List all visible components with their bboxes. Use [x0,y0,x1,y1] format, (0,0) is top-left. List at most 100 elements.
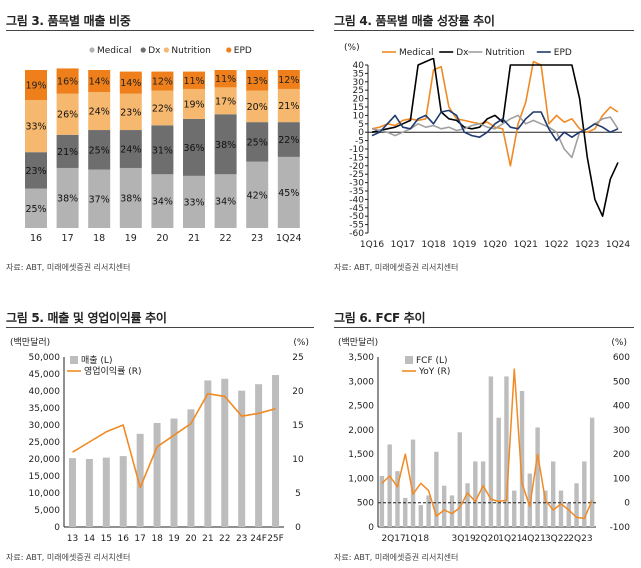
y-tick-label: 5 [358,120,364,130]
y-tick-label: 20,000 [29,455,61,465]
revenue-bar [272,375,280,527]
x-tick-label: 17 [134,534,145,544]
y-tick-label: 0 [358,128,364,138]
bar-segment [56,93,79,135]
right-axis-unit: (%) [611,338,627,348]
data-label: 25% [89,145,110,156]
bar-segment [119,93,142,131]
x-tick-label: 1Q17 [391,240,415,250]
y-tick-label: -20 [349,162,364,172]
fcf-bar [403,497,408,527]
bar-segment [214,174,237,228]
y-tick-label: -30 [349,179,364,189]
x-tick-label: 23 [236,534,247,544]
data-label: 36% [183,143,204,154]
bar-segment [25,70,47,101]
y-tick-label: -25 [349,170,364,180]
bar-segment [183,71,205,89]
chart-title: 그림 4. 품목별 매출 성장률 추이 [334,14,495,28]
fcf-bar [480,461,486,527]
y-tick-label: 3,500 [348,353,374,363]
y2-tick-label: 25 [292,353,303,363]
title-divider [334,30,634,31]
fcf-bar [434,451,439,527]
x-tick-label: 3Q22 [545,534,569,544]
y-tick-label: 500 [357,499,374,509]
revenue-bar [102,457,110,527]
fcf-bar [387,444,392,527]
bar-segment [151,71,174,91]
legend-label: Dx [148,46,161,56]
y2-tick-label: 15 [292,421,303,431]
source-note: 자료: ABT, 미래에셋증권 리서치센터 [334,553,459,562]
legend-swatch [226,47,232,53]
yoy-line [381,368,593,520]
y-tick-label: -10 [349,145,364,155]
y2-tick-label: 5 [295,489,301,499]
bar-segment [183,88,205,119]
fcf-bar [589,417,595,527]
fcf-bar [512,490,517,527]
left-axis-unit: (백만달러) [10,336,50,348]
y-tick-label: 50,000 [29,353,61,363]
bar-segment [119,71,142,94]
x-tick-label: 1Q16 [360,240,385,250]
legend-swatch [89,47,95,53]
x-tick-label: 2Q23 [568,534,592,544]
data-label: 24% [89,107,110,118]
x-tick-label: 2Q20 [475,534,500,544]
data-label: 11% [183,76,204,87]
bar-segment [88,92,111,131]
data-label: 42% [247,190,268,201]
x-tick-label: 1Q24 [276,233,302,244]
x-tick-label: 3Q19 [452,534,477,544]
fcf-bar [582,461,587,527]
source-note: 자료: ABT, 미래에셋증권 리서치센터 [6,263,131,272]
y2-tick-label: 20 [292,387,304,397]
bar-segment [119,167,142,228]
y-tick-label: -55 [349,221,364,231]
y-tick-label: 1,000 [348,474,374,484]
fcf-bar [410,439,416,527]
data-label: 38% [215,140,236,151]
legend-swatch [140,47,146,53]
data-label: 16% [57,77,78,88]
y-tick-label: -60 [349,229,364,239]
legend-label: Medical [399,48,433,58]
data-label: 26% [57,110,78,121]
revenue-bar [204,380,212,527]
data-label: 38% [57,193,78,204]
x-tick-label: 1Q23 [575,240,599,250]
left-axis-unit: (백만달러) [338,336,378,348]
y2-tick-label: 10 [292,455,304,465]
chart-title: 그림 6. FCF 추이 [334,311,426,325]
bar-segment [214,114,237,175]
y-tick-label: 15,000 [29,472,61,482]
bar-segment [277,122,300,157]
bar-segment [214,70,237,88]
x-tick-label: 1Q19 [452,240,477,250]
legend-label: Nutrition [171,46,210,56]
revenue-bar [119,456,127,527]
bar-segment [246,90,269,123]
bar-segment [214,87,237,115]
fcf-bar [426,495,431,527]
bar-segment [25,188,47,228]
legend-label: FCF (L) [416,356,448,366]
fcf-bar [449,495,455,527]
x-tick-label: 1Q21 [514,240,538,250]
legend-label: EPD [234,46,252,56]
x-tick-label: 18 [151,534,163,544]
bar-segment [56,134,79,168]
margin-line [72,392,276,489]
y-tick-label: -5 [355,137,364,147]
x-tick-label: 19 [125,233,137,244]
bar-segment [277,88,300,123]
x-tick-label: 21 [202,534,213,544]
data-label: 14% [120,78,141,89]
y2-tick-label: 500 [613,377,630,387]
legend-swatch [405,356,413,364]
fcf-bar [558,490,564,527]
x-tick-label: 17 [62,233,74,244]
legend-swatch [163,47,169,53]
